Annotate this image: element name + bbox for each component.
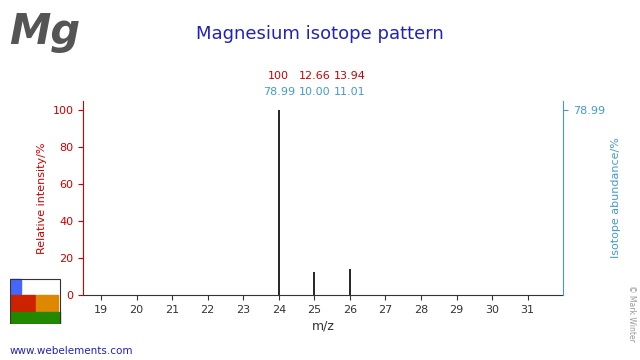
Bar (10, 312, 60, 324)
Text: 11.01: 11.01 (334, 87, 365, 97)
Text: 100: 100 (268, 71, 289, 81)
Y-axis label: Relative intensity/%: Relative intensity/% (37, 142, 47, 254)
Bar (10, 279, 60, 324)
Y-axis label: Isotope abundance/%: Isotope abundance/% (611, 138, 621, 258)
X-axis label: m/z: m/z (312, 319, 335, 332)
Bar (10, 295, 35, 311)
Text: Mg: Mg (10, 11, 81, 53)
Text: © Mark Winter: © Mark Winter (627, 285, 636, 342)
Text: www.webelements.com: www.webelements.com (10, 346, 133, 356)
Bar (10, 279, 21, 294)
Text: 12.66: 12.66 (298, 71, 330, 81)
Text: 78.99: 78.99 (262, 87, 295, 97)
Bar (36, 295, 58, 311)
Text: 13.94: 13.94 (334, 71, 366, 81)
Text: Magnesium isotope pattern: Magnesium isotope pattern (196, 25, 444, 43)
Text: 10.00: 10.00 (298, 87, 330, 97)
